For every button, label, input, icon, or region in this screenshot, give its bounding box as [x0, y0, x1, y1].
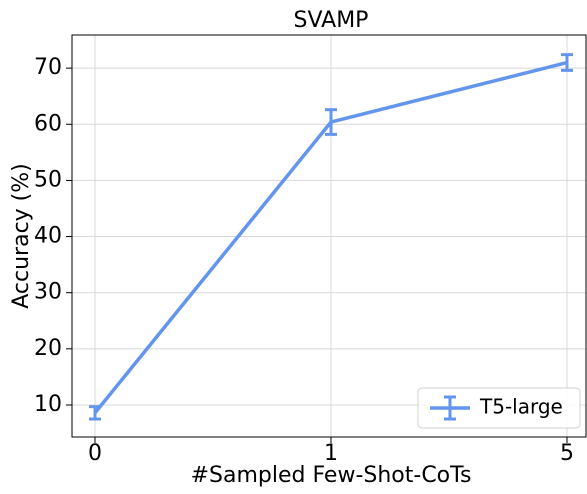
x-axis-label: #Sampled Few-Shot-CoTs [191, 463, 472, 488]
y-axis-label: Accuracy (%) [9, 163, 34, 309]
y-tick-label: 40 [34, 224, 62, 249]
y-tick-label: 50 [34, 167, 62, 192]
x-tick-label: 0 [88, 441, 102, 466]
plot-frame [71, 34, 587, 438]
x-tick-label: 5 [560, 441, 574, 466]
legend-box [417, 387, 581, 429]
x-tick-label: 1 [324, 441, 338, 466]
y-tick-label: 10 [34, 392, 62, 417]
chart-title: SVAMP [294, 8, 369, 33]
y-tick-label: 30 [34, 280, 62, 305]
y-tick-label: 60 [34, 111, 62, 136]
y-tick-label: 20 [34, 336, 62, 361]
legend-label: T5-large [479, 395, 563, 419]
y-tick-label: 70 [34, 55, 62, 80]
